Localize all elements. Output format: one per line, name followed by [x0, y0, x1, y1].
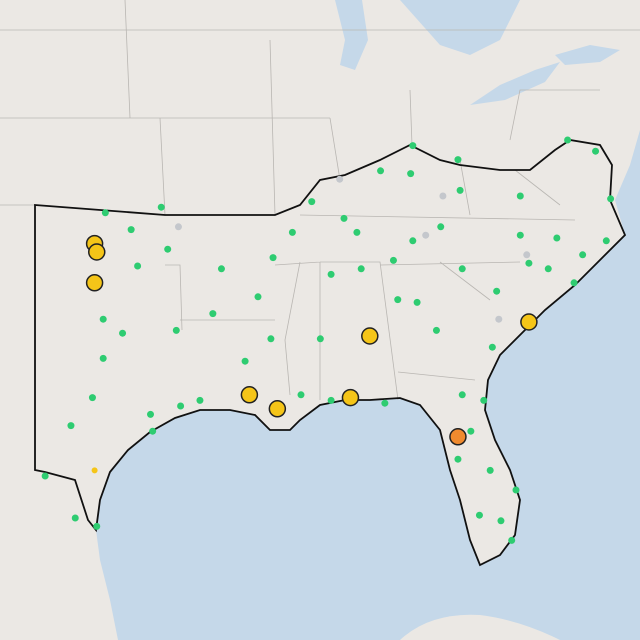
marker — [389, 256, 397, 264]
state-borders — [0, 0, 640, 401]
ocean — [96, 130, 640, 640]
marker — [327, 396, 335, 404]
marker — [508, 536, 516, 544]
marker — [172, 326, 180, 334]
marker — [377, 167, 385, 175]
marker — [41, 472, 49, 480]
marker — [564, 136, 572, 144]
marker — [341, 388, 360, 407]
marker — [512, 486, 520, 494]
marker — [523, 251, 531, 259]
marker — [134, 262, 142, 270]
marker — [174, 223, 182, 231]
marker — [579, 251, 587, 259]
marker — [422, 231, 430, 239]
marker — [458, 265, 466, 273]
marker — [177, 402, 185, 410]
lake — [335, 0, 368, 70]
marker — [268, 400, 287, 418]
marker — [327, 270, 335, 278]
marker — [467, 427, 475, 435]
marker — [88, 243, 106, 261]
lake — [400, 0, 520, 55]
region-outline — [34, 139, 627, 567]
marker — [486, 466, 494, 474]
marker — [488, 343, 496, 351]
marker — [241, 357, 249, 365]
marker — [147, 410, 154, 418]
marker — [475, 511, 483, 519]
marker — [437, 223, 445, 231]
marker — [353, 228, 361, 236]
marker — [394, 296, 402, 304]
marker — [432, 326, 440, 334]
marker — [254, 293, 262, 301]
marker — [497, 517, 505, 525]
marker — [269, 254, 277, 262]
marker — [71, 514, 79, 522]
marker — [93, 522, 101, 530]
marker — [157, 203, 165, 211]
marker — [407, 170, 415, 178]
marker — [493, 287, 501, 295]
marker — [409, 142, 417, 150]
marker — [101, 209, 109, 217]
marker — [196, 396, 204, 404]
marker — [439, 192, 447, 200]
marker — [127, 226, 135, 234]
lake — [555, 45, 620, 65]
marker — [340, 214, 348, 222]
marker — [88, 394, 96, 402]
marker — [592, 147, 600, 155]
marker — [149, 427, 157, 435]
marker — [520, 313, 538, 331]
marker — [119, 329, 127, 337]
marker — [357, 265, 365, 273]
marker — [413, 298, 421, 306]
marker — [409, 237, 417, 245]
marker — [607, 195, 615, 203]
marker — [381, 399, 389, 407]
marker — [570, 279, 578, 287]
lake — [470, 62, 560, 105]
marker — [336, 175, 344, 183]
marker — [209, 310, 217, 318]
cuba — [400, 614, 560, 640]
marker — [267, 335, 275, 343]
state-border — [0, 0, 640, 401]
marker — [495, 315, 503, 323]
marker — [456, 186, 464, 194]
marker — [516, 192, 524, 200]
marker — [99, 354, 107, 362]
marker — [308, 198, 316, 206]
marker — [316, 335, 324, 343]
marker — [99, 315, 107, 323]
marker — [454, 156, 462, 164]
marker — [458, 391, 466, 399]
marker — [288, 228, 296, 236]
markers — [41, 136, 615, 544]
marker — [67, 422, 75, 430]
marker — [240, 386, 259, 404]
marker — [525, 259, 533, 267]
marker — [164, 245, 172, 253]
marker — [480, 396, 488, 404]
marker — [85, 274, 104, 292]
marker — [297, 391, 305, 399]
marker — [602, 237, 610, 245]
marker — [544, 265, 552, 273]
marker — [361, 327, 379, 345]
marker — [454, 455, 462, 463]
marker — [553, 234, 561, 242]
marker — [217, 265, 225, 273]
marker — [91, 467, 98, 474]
marker — [516, 231, 524, 239]
marker — [449, 428, 467, 446]
